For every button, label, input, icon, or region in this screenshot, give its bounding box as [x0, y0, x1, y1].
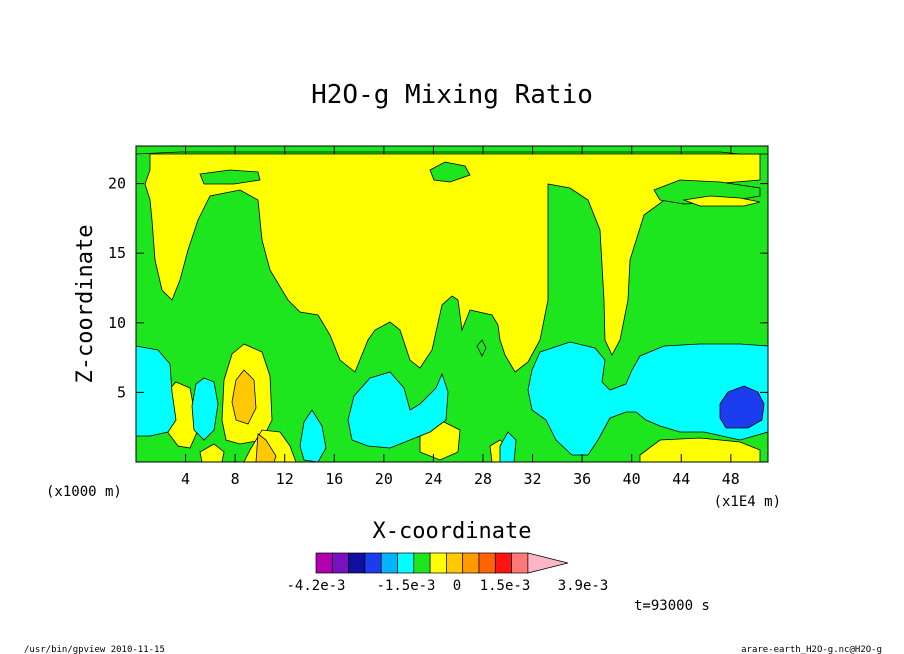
- x-axis-label: X-coordinate: [373, 519, 532, 544]
- x-tick-label-4: 20: [375, 470, 393, 488]
- colorbar-label-4: 3.9e-3: [558, 578, 609, 594]
- x-tick-label-5: 24: [424, 470, 442, 488]
- y-tick-marks: [136, 183, 768, 393]
- x-tick-label-0: 4: [181, 470, 190, 488]
- x-tick-label-3: 16: [325, 470, 343, 488]
- x-tick-label-10: 44: [672, 470, 690, 488]
- colorbar-swatch-3: [364, 552, 382, 574]
- y-tick-label-2: 15: [108, 244, 126, 262]
- x-tick-label-11: 48: [722, 470, 740, 488]
- x-tick-label-2: 12: [276, 470, 294, 488]
- x-tick-label-7: 32: [524, 470, 542, 488]
- y-axis-label: Z-coordinate: [73, 225, 98, 384]
- y-tick-labels: 5 10 15 20: [108, 175, 126, 402]
- colorbar-arrow: [527, 552, 568, 574]
- x-tick-labels: 4 8 12 16 20 24 28 32 36 40 44 48: [181, 470, 740, 488]
- x-tick-label-8: 36: [573, 470, 591, 488]
- colorbar-labels: -4.2e-3 -1.5e-3 0 1.5e-3 3.9e-3: [286, 578, 608, 594]
- colorbar-swatch-9: [462, 552, 480, 574]
- x-unit-left: (x1000 m): [46, 484, 122, 500]
- x-tick-marks: [185, 146, 732, 462]
- y-tick-label-1: 10: [108, 314, 126, 332]
- contour-fill-blue: [719, 385, 765, 429]
- plot-frame: [135, 145, 769, 463]
- colorbar-swatch-2: [348, 552, 366, 574]
- colorbar-swatch-11: [494, 552, 512, 574]
- colorbar-label-0: -4.2e-3: [286, 578, 345, 594]
- colorbar-label-2: 0: [453, 578, 461, 594]
- colorbar-label-1: -1.5e-3: [376, 578, 435, 594]
- colorbar-swatch-4: [380, 552, 398, 574]
- x-tick-label-1: 8: [231, 470, 240, 488]
- colorbar: [315, 552, 568, 574]
- colorbar-label-3: 1.5e-3: [480, 578, 531, 594]
- colorbar-swatch-1: [331, 552, 349, 574]
- y-tick-label-0: 5: [117, 383, 126, 401]
- colorbar-swatch-10: [478, 552, 496, 574]
- footer-right: arare-earth_H2O-g.nc@H2O-g: [741, 645, 882, 654]
- time-label: t=93000 s: [634, 598, 710, 614]
- contour-fill-orange: [231, 369, 277, 463]
- colorbar-swatch-12: [511, 552, 529, 574]
- footer-left: /usr/bin/gpview 2010-11-15: [24, 645, 165, 654]
- colorbar-swatch-7: [429, 552, 447, 574]
- colorbar-swatch-5: [397, 552, 415, 574]
- x-tick-label-9: 40: [623, 470, 641, 488]
- y-tick-label-3: 20: [108, 175, 126, 193]
- colorbar-swatch-0: [315, 552, 333, 574]
- contour-fill-yellow-inner: [682, 195, 761, 207]
- contour-fill-cyan: [135, 341, 769, 463]
- colorbar-swatch-6: [413, 552, 431, 574]
- x-tick-label-6: 28: [474, 470, 492, 488]
- x-unit-right: (x1E4 m): [714, 494, 781, 510]
- chart-title: H2O-g Mixing Ratio: [311, 80, 593, 110]
- colorbar-swatch-8: [446, 552, 464, 574]
